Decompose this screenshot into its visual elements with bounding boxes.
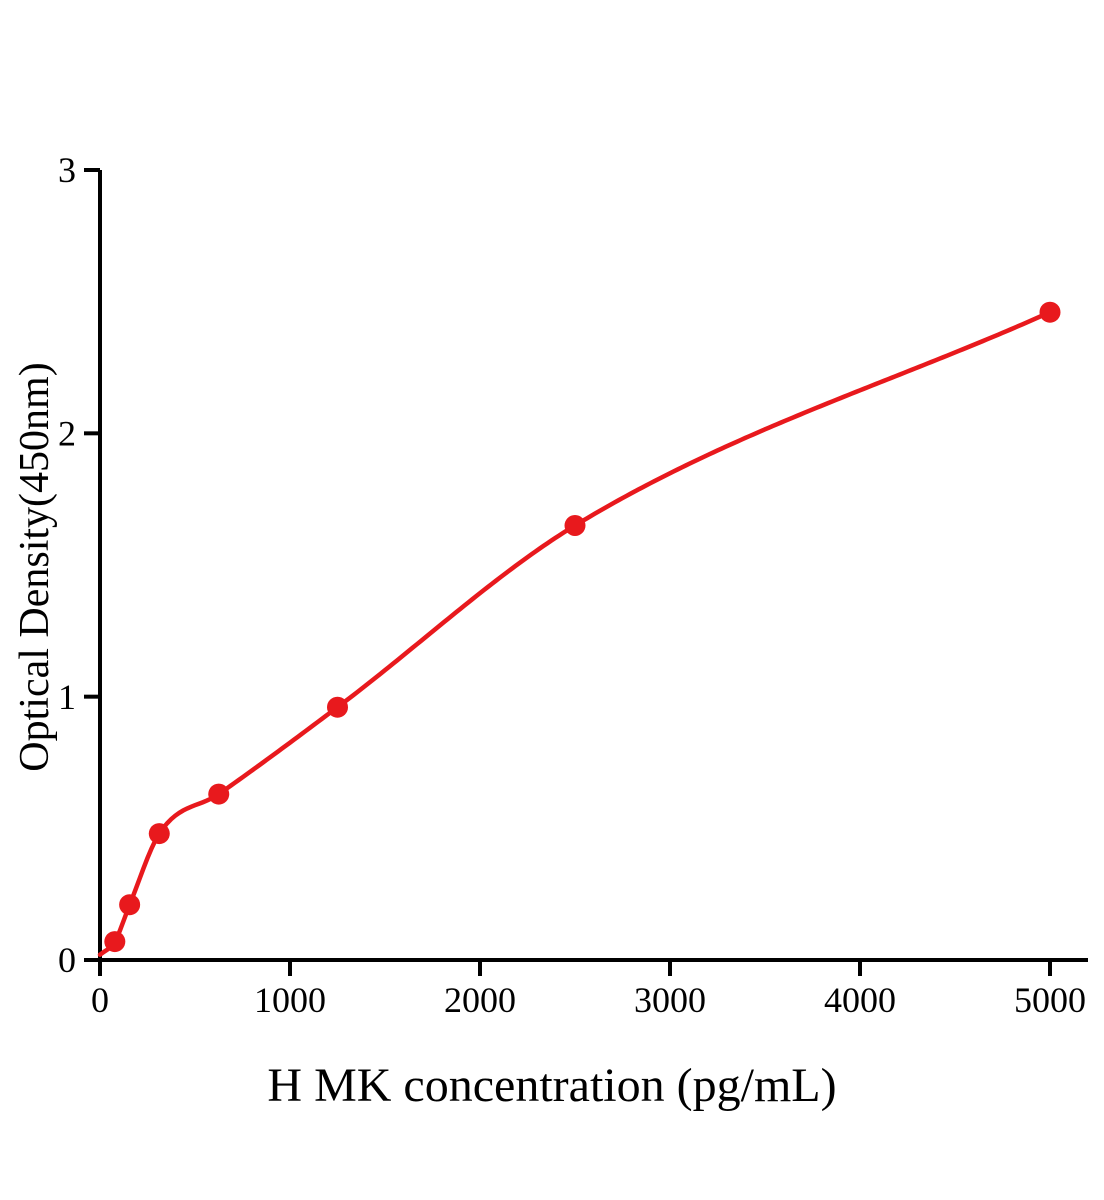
y-tick-label: 3 bbox=[58, 150, 76, 190]
y-axis-label: Optical Density(450nm) bbox=[12, 362, 58, 772]
x-tick-label: 3000 bbox=[634, 980, 706, 1020]
data-point bbox=[564, 515, 586, 536]
x-tick-label: 5000 bbox=[1014, 980, 1086, 1020]
data-point bbox=[119, 894, 141, 916]
y-tick-label: 2 bbox=[58, 414, 76, 454]
x-tick-label: 4000 bbox=[824, 980, 896, 1020]
fit-curve bbox=[97, 309, 1053, 957]
data-point bbox=[104, 931, 126, 953]
x-tick-label: 1000 bbox=[254, 980, 326, 1020]
x-tick-label: 2000 bbox=[444, 980, 516, 1020]
y-tick-label: 1 bbox=[58, 677, 76, 717]
data-point bbox=[148, 823, 170, 845]
y-tick-label: 0 bbox=[58, 940, 76, 980]
x-axis-label: H MK concentration (pg/mL) bbox=[267, 1059, 837, 1112]
x-tick-label: 0 bbox=[91, 980, 109, 1020]
data-point bbox=[1039, 301, 1061, 323]
data-point bbox=[208, 783, 230, 805]
data-point bbox=[327, 696, 348, 718]
